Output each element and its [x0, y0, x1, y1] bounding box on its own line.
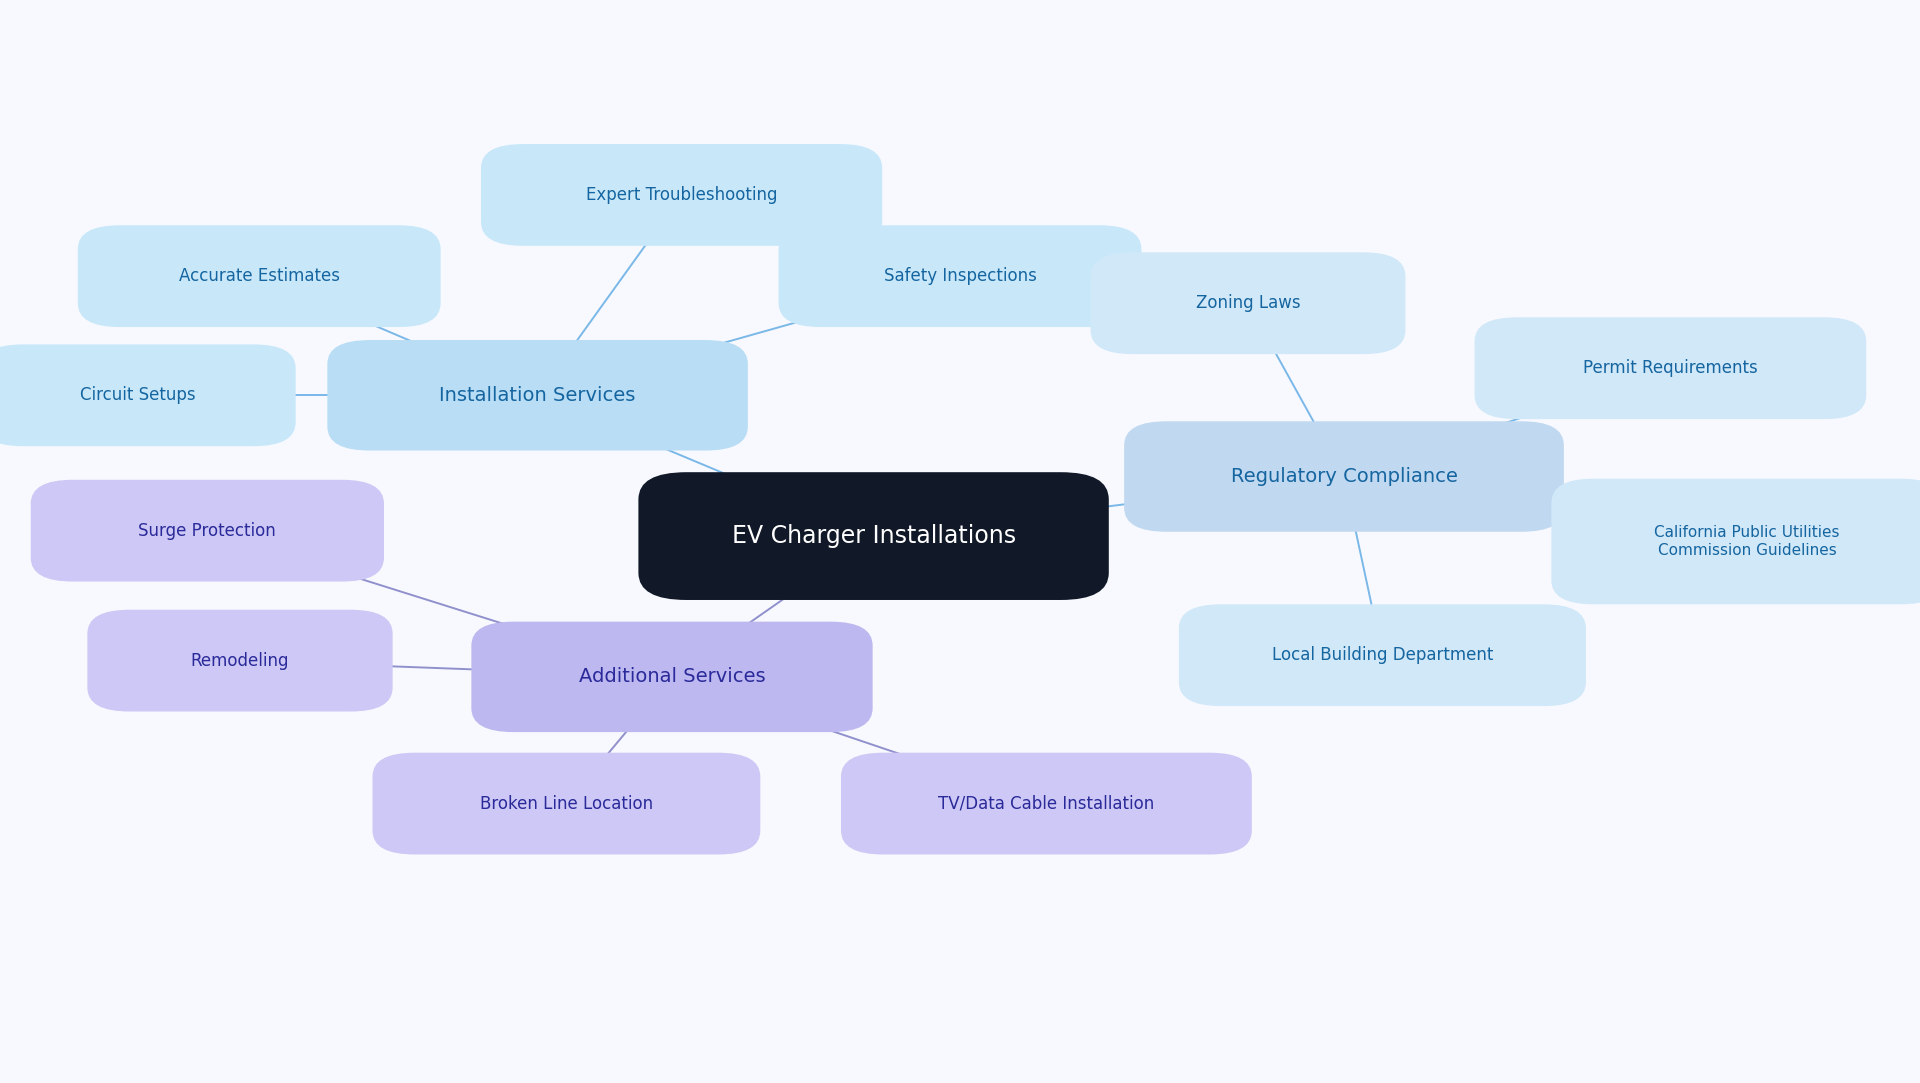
FancyBboxPatch shape — [470, 622, 872, 732]
FancyBboxPatch shape — [1551, 479, 1920, 604]
FancyBboxPatch shape — [0, 344, 296, 446]
FancyBboxPatch shape — [1179, 604, 1586, 706]
Text: Expert Troubleshooting: Expert Troubleshooting — [586, 186, 778, 204]
Text: Surge Protection: Surge Protection — [138, 522, 276, 539]
FancyBboxPatch shape — [372, 753, 760, 854]
Text: Remodeling: Remodeling — [190, 652, 290, 669]
Text: Permit Requirements: Permit Requirements — [1582, 360, 1759, 377]
FancyBboxPatch shape — [31, 480, 384, 582]
Text: Installation Services: Installation Services — [440, 386, 636, 405]
Text: Local Building Department: Local Building Department — [1271, 647, 1494, 664]
Text: Accurate Estimates: Accurate Estimates — [179, 268, 340, 285]
FancyBboxPatch shape — [780, 225, 1140, 327]
FancyBboxPatch shape — [1091, 252, 1405, 354]
FancyBboxPatch shape — [1475, 317, 1866, 419]
FancyBboxPatch shape — [328, 340, 749, 451]
Text: EV Charger Installations: EV Charger Installations — [732, 524, 1016, 548]
Text: Regulatory Compliance: Regulatory Compliance — [1231, 467, 1457, 486]
Text: Zoning Laws: Zoning Laws — [1196, 295, 1300, 312]
Text: Additional Services: Additional Services — [578, 667, 766, 687]
Text: Safety Inspections: Safety Inspections — [883, 268, 1037, 285]
FancyBboxPatch shape — [637, 472, 1110, 600]
FancyBboxPatch shape — [1123, 421, 1563, 532]
FancyBboxPatch shape — [480, 144, 881, 246]
Text: Circuit Setups: Circuit Setups — [81, 387, 196, 404]
Text: California Public Utilities
Commission Guidelines: California Public Utilities Commission G… — [1655, 524, 1839, 559]
Text: Broken Line Location: Broken Line Location — [480, 795, 653, 812]
FancyBboxPatch shape — [79, 225, 442, 327]
FancyBboxPatch shape — [841, 753, 1252, 854]
Text: TV/Data Cable Installation: TV/Data Cable Installation — [939, 795, 1154, 812]
FancyBboxPatch shape — [88, 610, 394, 712]
